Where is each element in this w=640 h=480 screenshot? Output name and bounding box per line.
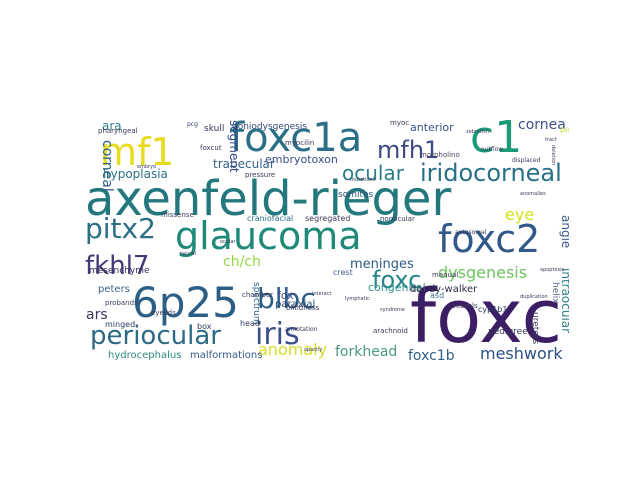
word-ara: ara	[102, 120, 122, 133]
word-arachnoid: arachnoid	[373, 327, 408, 335]
word-foxc2: foxc2	[438, 217, 541, 261]
word-anomalies: anomalies	[520, 191, 546, 197]
word-foxc1: foxc1	[410, 274, 569, 360]
word-dandy-walker: dandy-walker	[410, 284, 478, 295]
word-asd: asd	[430, 291, 445, 300]
word-glaucoma: glaucoma	[175, 214, 362, 258]
word-somites: somites	[338, 190, 374, 200]
word-cyp1b1: cyp1b1	[478, 305, 508, 314]
word-missense: missense	[161, 211, 194, 219]
word-anomaly: anomaly	[258, 340, 328, 359]
word-hypoplasia: hypoplasia	[103, 167, 168, 181]
word-tract: tract	[545, 137, 557, 143]
word-foxcut: foxcut	[200, 144, 222, 152]
word-congenital: congenital	[368, 281, 426, 294]
word-corneal: corneal	[99, 140, 115, 192]
word-displaced: displaced	[512, 157, 541, 164]
word-pedigree: pedigree	[488, 327, 528, 337]
word-pitx2: pitx2	[85, 212, 156, 245]
word-pcg: pcg	[187, 121, 198, 128]
word-duplication: duplication	[520, 294, 548, 300]
word-head: head	[240, 319, 260, 328]
word-eyelids: eyelids	[151, 309, 176, 317]
word-lymphatic: lymphatic	[345, 296, 370, 302]
word-goniodysgenesis: goniodysgenesis	[232, 122, 308, 132]
word-chamber: chamber	[242, 291, 274, 299]
word-meninges: meninges	[350, 257, 414, 272]
word-minged: minged	[105, 320, 136, 329]
word-neural: neural	[180, 251, 196, 257]
word-pharyngeal: pharyngeal	[98, 127, 138, 135]
word-iridocorneal: iridocorneal	[420, 159, 562, 187]
word-fox: fox	[277, 289, 294, 302]
word-blindness: blindness	[286, 304, 320, 312]
word-morpholino: morpholino	[420, 151, 460, 159]
word-annotation: annotation	[285, 326, 318, 333]
word-ureters: ureters	[530, 312, 540, 345]
word-eye: eye	[505, 205, 535, 224]
word-hydrocephalus: hydrocephalus	[108, 350, 182, 361]
word-peters: peters	[98, 284, 130, 295]
word-cloud: foxc1axenfeld-riegerglaucoma6p25foxc1afo…	[80, 120, 569, 368]
word-dysgenesis: dysgenesis	[438, 263, 528, 282]
word-fkhl7: fkhl7	[85, 251, 150, 281]
word-intraocular: intraocular	[559, 268, 569, 334]
word-zebrafish: zebrafish	[466, 129, 489, 135]
word-apoptosis: apoptosis	[540, 267, 565, 273]
word-ocular: ocular	[220, 239, 236, 245]
word-mf1: mf1	[100, 130, 175, 174]
word-outflow: outflow	[481, 146, 504, 153]
word-embryotoxon: embryotoxon	[265, 153, 338, 166]
word-opacity: opacity	[304, 347, 323, 353]
word-6p25: 6p25	[132, 278, 239, 327]
word-cornea: cornea	[518, 120, 566, 133]
word-pom: pom	[560, 125, 569, 134]
word-vessels: vessels	[452, 302, 478, 310]
word-axenfeld-rieger: axenfeld-rieger	[85, 171, 452, 227]
word-periocular: periocular	[90, 321, 221, 351]
word-angle: angle	[559, 215, 569, 249]
word-mesenchyme: mesenchyme	[89, 266, 150, 276]
word-probands: probands	[105, 299, 138, 307]
word-myoc: myoc	[390, 120, 410, 127]
word-malformations: malformations	[190, 350, 263, 361]
word-helix: helix	[550, 282, 560, 304]
word-trabecular: trabecular	[213, 157, 275, 171]
word-ch-ch: ch/ch	[223, 254, 261, 270]
word-segregated: segregated	[305, 214, 351, 223]
word-ocular: ocular	[342, 161, 404, 185]
word-anterior: anterior	[410, 121, 454, 134]
word-nonocular: nonocular	[380, 215, 415, 223]
word-manual: manual	[432, 271, 459, 279]
word-forkhead: forkhead	[335, 344, 398, 360]
word-mfh1: mfh1	[377, 136, 440, 164]
word-pressure: pressure	[245, 171, 276, 179]
word-deletion: deletion	[550, 145, 556, 166]
word-interact: interact	[312, 291, 332, 297]
word-craniofacial: craniofacial	[247, 214, 294, 223]
word-meshwork: meshwork	[480, 344, 563, 363]
word-iris: iris	[255, 317, 300, 352]
word-syndrome: syndrome	[380, 307, 405, 313]
word-skull: skull	[204, 124, 225, 134]
word-box: box	[197, 322, 212, 331]
word-embryo: embryo	[137, 164, 157, 170]
word-c1: c1	[470, 120, 523, 163]
word-mutations: mutations	[350, 177, 376, 183]
word-foxc1b: foxc1b	[408, 348, 455, 364]
word-paraxial: paraxial	[275, 299, 316, 310]
word-ars: ars	[86, 307, 108, 323]
word-foxc: foxc	[372, 266, 422, 294]
word-myocilin: myocilin	[285, 139, 315, 147]
word-crest: crest	[333, 268, 353, 277]
word-foxc1a: foxc1a	[230, 120, 363, 161]
word-autosomal: autosomal	[455, 229, 487, 236]
word-blbc: blbc	[257, 282, 316, 315]
